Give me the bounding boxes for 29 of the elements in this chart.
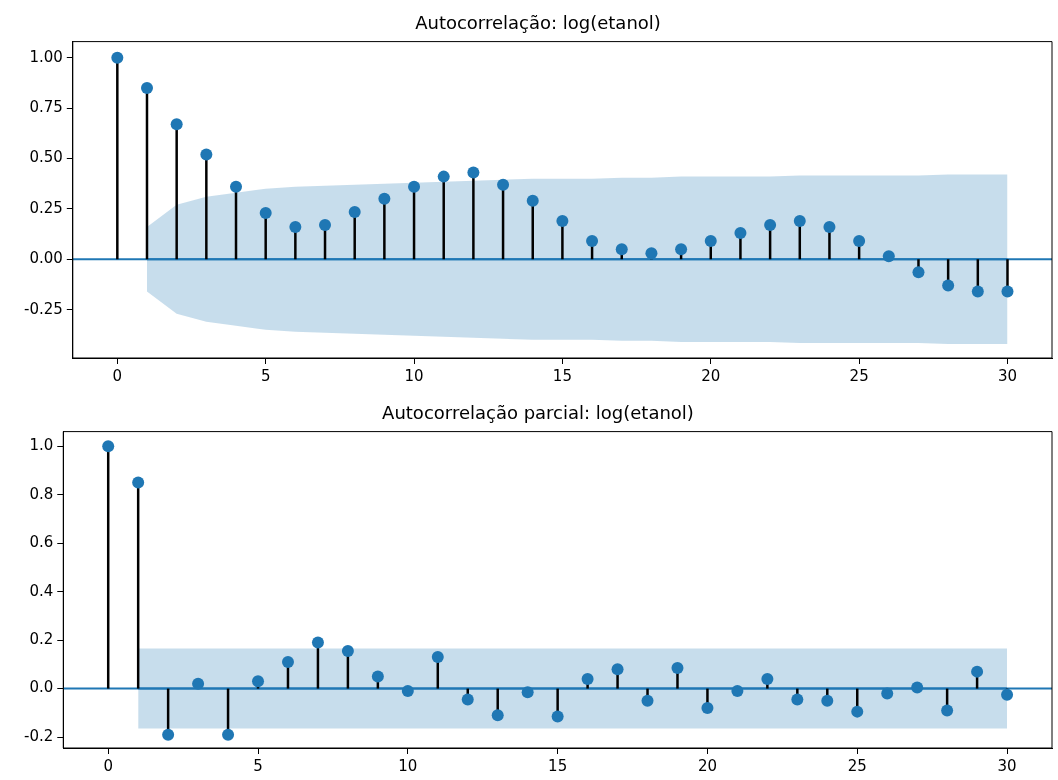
x-tick-label: 20 [701, 366, 721, 385]
x-tick-label: 30 [997, 756, 1017, 775]
x-tick-label: 20 [697, 756, 717, 775]
x-tick-label: 5 [260, 366, 271, 385]
x-tick-label: 25 [847, 756, 867, 775]
y-tick-label: -0.2 [23, 726, 54, 745]
y-tick-label: 0.8 [29, 484, 54, 503]
x-tick-label: 15 [552, 366, 572, 385]
y-tick-label: 0.00 [29, 249, 63, 268]
x-tick-label: 15 [548, 756, 568, 775]
y-tick-label: 0.0 [29, 678, 54, 697]
chart-title: Autocorrelação: log(etanol) [415, 12, 661, 34]
y-tick-label: 0.75 [29, 98, 63, 116]
y-tick-label: 0.6 [29, 533, 54, 552]
y-tick-label: 0.25 [29, 198, 63, 217]
x-tick-label: 10 [404, 366, 424, 385]
y-tick-label: 0.4 [29, 581, 54, 600]
x-tick-label: 25 [849, 366, 869, 385]
x-tick-label: 10 [398, 756, 418, 775]
y-tick-label: 0.50 [29, 148, 63, 167]
y-tick-label: 1.0 [29, 436, 54, 455]
x-tick-label: 0 [112, 366, 123, 385]
y-tick-label: 1.00 [29, 47, 63, 66]
x-tick-label: 0 [103, 756, 113, 775]
chart-title: Autocorrelação parcial: log(etanol) [382, 402, 694, 424]
y-tick-label: 0.2 [29, 630, 54, 648]
y-tick-label: -0.25 [24, 299, 63, 318]
x-tick-label: 30 [997, 366, 1018, 385]
x-tick-label: 5 [253, 756, 263, 775]
